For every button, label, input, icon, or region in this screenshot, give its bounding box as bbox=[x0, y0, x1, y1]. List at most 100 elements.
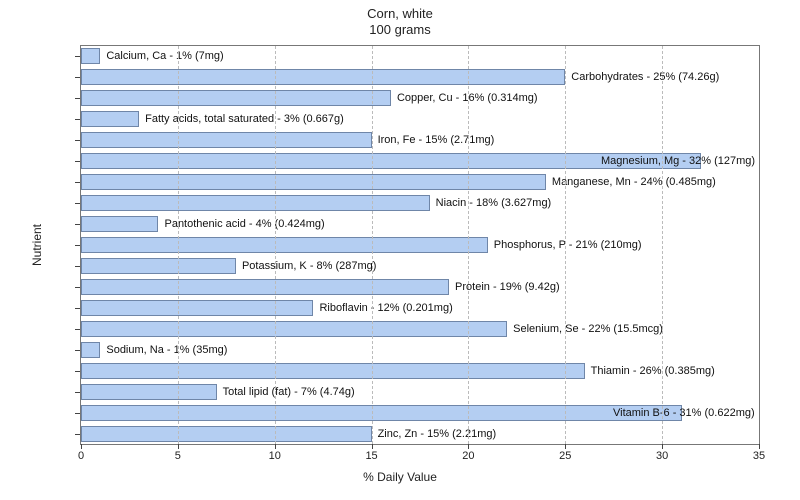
y-tick-mark bbox=[75, 140, 80, 141]
bar-label: Total lipid (fat) - 7% (4.74g) bbox=[217, 383, 355, 401]
bar-label: Thiamin - 26% (0.385mg) bbox=[585, 362, 715, 380]
y-tick-mark bbox=[75, 287, 80, 288]
y-tick-mark bbox=[75, 182, 80, 183]
nutrient-bar bbox=[81, 216, 158, 232]
bar-row: Phosphorus, P - 21% (210mg) bbox=[81, 236, 759, 254]
gridline bbox=[662, 46, 663, 444]
nutrient-bar bbox=[81, 258, 236, 274]
chart-title: Corn, white 100 grams bbox=[0, 6, 800, 39]
y-tick-mark bbox=[75, 329, 80, 330]
bar-label: Fatty acids, total saturated - 3% (0.667… bbox=[139, 110, 344, 128]
bars-container: Calcium, Ca - 1% (7mg) Carbohydrates - 25… bbox=[81, 46, 759, 444]
nutrient-bar bbox=[81, 300, 313, 316]
bar-row: Total lipid (fat) - 7% (4.74g) bbox=[81, 383, 759, 401]
nutrient-bar bbox=[81, 69, 565, 85]
bar-row: Thiamin - 26% (0.385mg) bbox=[81, 362, 759, 380]
nutrient-bar bbox=[81, 90, 391, 106]
bar-row: Sodium, Na - 1% (35mg) bbox=[81, 341, 759, 359]
bar-label: Potassium, K - 8% (287mg) bbox=[236, 257, 377, 275]
y-tick-mark bbox=[75, 413, 80, 414]
y-tick-mark bbox=[75, 308, 80, 309]
x-tick-label: 0 bbox=[78, 450, 84, 462]
nutrient-bar bbox=[81, 342, 100, 358]
bar-label: Copper, Cu - 16% (0.314mg) bbox=[391, 89, 538, 107]
nutrient-bar bbox=[81, 321, 507, 337]
x-tick-label: 10 bbox=[269, 450, 281, 462]
nutrient-bar bbox=[81, 195, 430, 211]
gridline bbox=[372, 46, 373, 444]
x-tick-mark bbox=[468, 444, 469, 449]
x-tick-mark bbox=[81, 444, 82, 449]
bar-row: Vitamin B-6 - 31% (0.622mg) bbox=[81, 404, 759, 422]
y-tick-mark bbox=[75, 245, 80, 246]
bar-label: Riboflavin - 12% (0.201mg) bbox=[313, 299, 452, 317]
bar-row: Calcium, Ca - 1% (7mg) bbox=[81, 47, 759, 65]
bar-row: Zinc, Zn - 15% (2.21mg) bbox=[81, 425, 759, 443]
x-tick-label: 5 bbox=[175, 450, 181, 462]
bar-row: Magnesium, Mg - 32% (127mg) bbox=[81, 152, 759, 170]
y-tick-mark bbox=[75, 161, 80, 162]
x-tick-label: 25 bbox=[559, 450, 571, 462]
nutrient-bar bbox=[81, 111, 139, 127]
y-tick-mark bbox=[75, 434, 80, 435]
nutrient-bar bbox=[81, 279, 449, 295]
bar-row: Niacin - 18% (3.627mg) bbox=[81, 194, 759, 212]
x-tick-label: 30 bbox=[656, 450, 668, 462]
x-tick-mark bbox=[275, 444, 276, 449]
x-tick-label: 35 bbox=[753, 450, 765, 462]
bar-row: Copper, Cu - 16% (0.314mg) bbox=[81, 89, 759, 107]
y-tick-mark bbox=[75, 371, 80, 372]
bar-row: Protein - 19% (9.42g) bbox=[81, 278, 759, 296]
nutrient-bar bbox=[81, 384, 217, 400]
gridline bbox=[275, 46, 276, 444]
bar-row: Riboflavin - 12% (0.201mg) bbox=[81, 299, 759, 317]
x-tick-mark bbox=[759, 444, 760, 449]
bar-label: Protein - 19% (9.42g) bbox=[449, 278, 560, 296]
x-tick-mark bbox=[178, 444, 179, 449]
bar-label: Sodium, Na - 1% (35mg) bbox=[100, 341, 227, 359]
bar-label: Magnesium, Mg - 32% (127mg) bbox=[595, 152, 755, 170]
bar-label: Pantothenic acid - 4% (0.424mg) bbox=[158, 215, 324, 233]
plot-area: Calcium, Ca - 1% (7mg) Carbohydrates - 25… bbox=[80, 45, 760, 445]
bar-row: Potassium, K - 8% (287mg) bbox=[81, 257, 759, 275]
nutrient-bar bbox=[81, 405, 682, 421]
gridline bbox=[565, 46, 566, 444]
x-tick-label: 20 bbox=[462, 450, 474, 462]
y-tick-mark bbox=[75, 119, 80, 120]
y-axis-label: Nutrient bbox=[30, 224, 44, 266]
y-tick-mark bbox=[75, 77, 80, 78]
nutrient-chart: Corn, white 100 grams Nutrient Calcium, … bbox=[0, 0, 800, 500]
bar-row: Iron, Fe - 15% (2.71mg) bbox=[81, 131, 759, 149]
x-axis-label: % Daily Value bbox=[0, 470, 800, 484]
x-tick-mark bbox=[662, 444, 663, 449]
bar-row: Manganese, Mn - 24% (0.485mg) bbox=[81, 173, 759, 191]
y-tick-mark bbox=[75, 98, 80, 99]
x-tick-mark bbox=[372, 444, 373, 449]
y-tick-mark bbox=[75, 266, 80, 267]
title-line-1: Corn, white bbox=[367, 6, 433, 21]
title-line-2: 100 grams bbox=[369, 22, 430, 37]
bar-label: Iron, Fe - 15% (2.71mg) bbox=[372, 131, 495, 149]
nutrient-bar bbox=[81, 48, 100, 64]
nutrient-bar bbox=[81, 363, 585, 379]
bar-row: Pantothenic acid - 4% (0.424mg) bbox=[81, 215, 759, 233]
bar-row: Selenium, Se - 22% (15.5mcg) bbox=[81, 320, 759, 338]
nutrient-bar bbox=[81, 132, 372, 148]
bar-label: Niacin - 18% (3.627mg) bbox=[430, 194, 552, 212]
y-tick-mark bbox=[75, 56, 80, 57]
y-tick-mark bbox=[75, 224, 80, 225]
bar-label: Zinc, Zn - 15% (2.21mg) bbox=[372, 425, 497, 443]
bar-label: Carbohydrates - 25% (74.26g) bbox=[565, 68, 719, 86]
bar-row: Fatty acids, total saturated - 3% (0.667… bbox=[81, 110, 759, 128]
y-tick-mark bbox=[75, 392, 80, 393]
gridline bbox=[468, 46, 469, 444]
bar-label: Selenium, Se - 22% (15.5mcg) bbox=[507, 320, 663, 338]
gridline bbox=[178, 46, 179, 444]
x-tick-label: 15 bbox=[365, 450, 377, 462]
y-tick-mark bbox=[75, 203, 80, 204]
bar-row: Carbohydrates - 25% (74.26g) bbox=[81, 68, 759, 86]
nutrient-bar bbox=[81, 426, 372, 442]
bar-label: Vitamin B-6 - 31% (0.622mg) bbox=[607, 404, 755, 422]
x-tick-mark bbox=[565, 444, 566, 449]
nutrient-bar bbox=[81, 237, 488, 253]
